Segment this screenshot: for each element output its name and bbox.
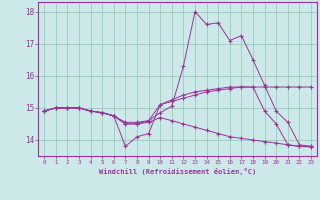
X-axis label: Windchill (Refroidissement éolien,°C): Windchill (Refroidissement éolien,°C) — [99, 168, 256, 175]
